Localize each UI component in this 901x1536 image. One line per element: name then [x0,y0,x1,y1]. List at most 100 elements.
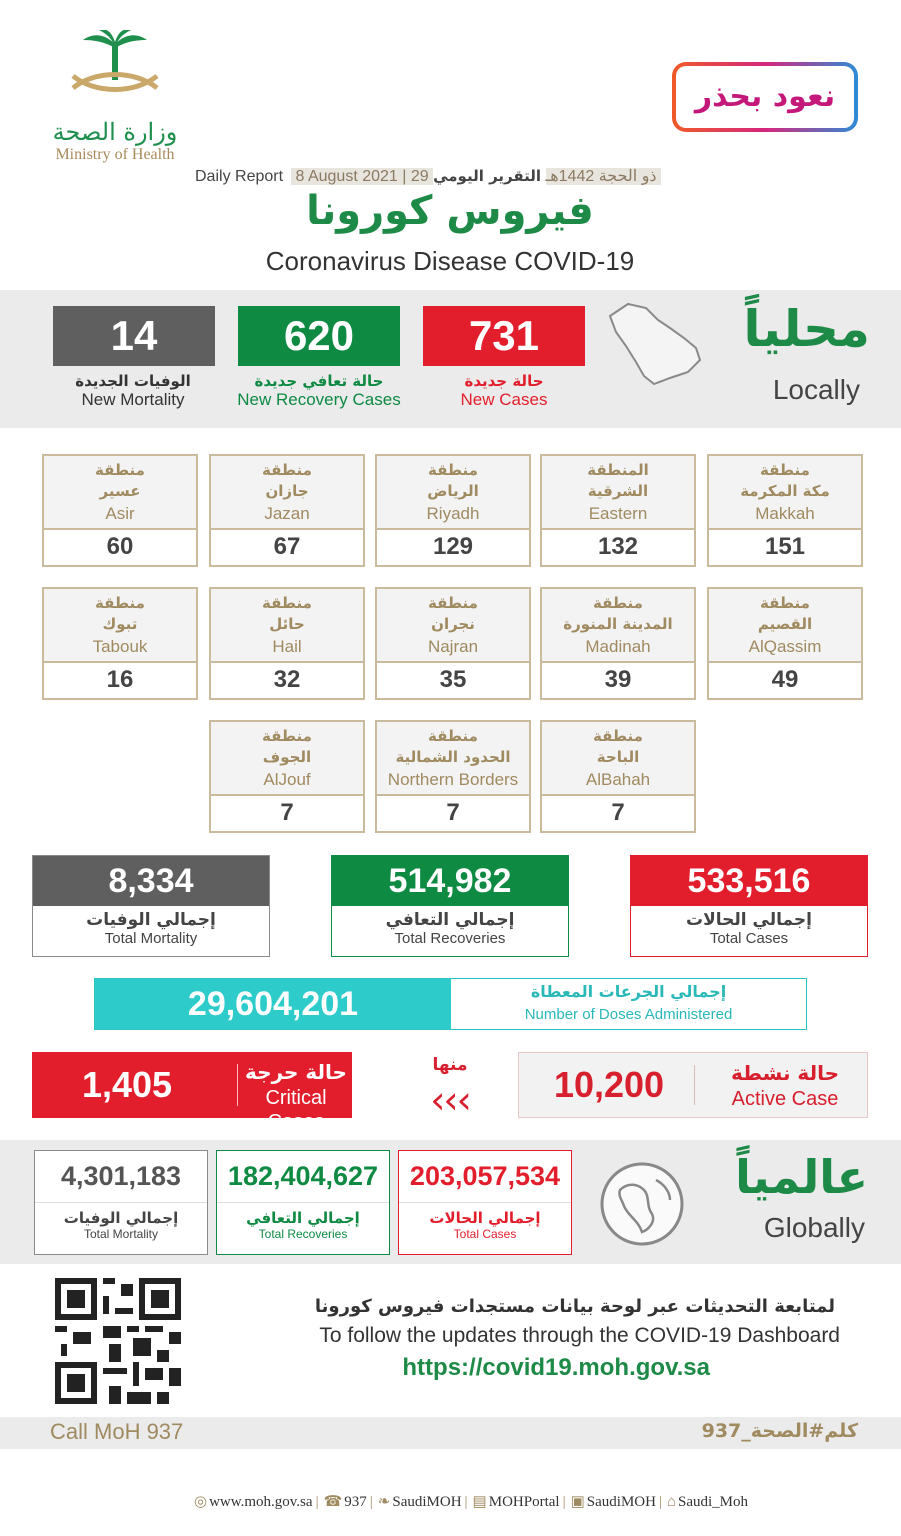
doses-label-en: Number of Doses Administered [524,1006,733,1023]
daily-report-ar: التقرير اليومي [433,167,542,185]
region-cases-value: 39 [604,666,632,693]
follow-text-en: To follow the updates through the COVID-… [319,1324,840,1347]
call-moh-en: Call MoH 937 [50,1419,184,1444]
region-name-en: Makkah [755,504,815,523]
region-name-en: AlJouf [263,770,311,789]
new-cases-value: 731 [423,306,585,366]
active-case-value: 10,200 [553,1064,665,1105]
global-recoveries-value: 182,404,627 [217,1151,389,1203]
region-name-en: Tabouk [92,637,148,656]
region-card: منطقة تبوك Tabouk 16 [42,587,198,700]
phone-icon: ☎ [323,1494,343,1510]
footer-separator: | [369,1494,373,1510]
region-name-en: Eastern [588,504,648,523]
doses-value: 29,604,201 [95,979,451,1029]
palm-swords-icon [71,29,159,92]
region-name-ar: الرياض [427,482,479,500]
region-card: المنطقة الشرقية Eastern 132 [540,454,696,567]
region-cases-value: 151 [764,533,806,560]
region-name-ar: جازان [265,482,309,500]
region-card: منطقة المدينة المنورة Madinah 39 [540,587,696,700]
region-card: منطقة مكة المكرمة Makkah 151 [707,454,863,567]
region-prefix: منطقة [262,461,312,479]
region-header: منطقة عسير Asir [44,456,196,530]
global-recoveries-label-en: Total Recoveries [258,1227,348,1241]
arrows-left-icon: ‹‹‹ [430,1078,472,1122]
new-mortality-value: 14 [53,306,215,366]
active-case-label-ar: حالة نشطة [731,1061,839,1085]
doses-label-ar: إجمالي الجرعات المعطاة [530,982,727,1001]
total-recoveries-card: 514,982 إجمالي التعافي Total Recoveries [331,855,569,957]
region-header: منطقة نجران Najran [377,589,529,663]
region-cases-value: 16 [106,666,134,693]
active-case-label: حالة نشطة Active Case [701,1059,869,1111]
region-card: منطقة الحدود الشمالية Northern Borders 7 [375,720,531,833]
footer-link[interactable]: MOHPortal [488,1494,560,1510]
region-card: منطقة القصيم AlQassim 49 [707,587,863,700]
footer-separator: | [464,1494,468,1510]
total-cases-label-ar: إجمالي الحالات [686,910,812,930]
footer-link[interactable]: SaudiMOH [392,1494,462,1510]
global-cases-label-ar: إجمالي الحالات [429,1209,541,1227]
footer-link[interactable]: 937 [344,1494,367,1510]
region-card: منطقة عسير Asir 60 [42,454,198,567]
region-header: منطقة جازان Jazan [211,456,363,530]
footer-link[interactable]: www.moh.gov.sa [209,1494,313,1510]
critical-cases-label-en: Critical Cases [265,1087,327,1133]
global-recoveries-card: 182,404,627 إجمالي التعافي Total Recover… [216,1150,390,1255]
region-name-en: Riyadh [426,504,480,523]
daily-report-line: Daily Report 8 August 2021 | 29 ذو الحجة… [195,166,725,190]
moh-name-en: Ministry of Health [55,146,175,163]
total-cases-value: 533,516 [631,856,867,906]
region-name-ar: مكة المكرمة [740,482,830,500]
total-mortality-label-ar: إجمالي الوفيات [86,910,216,930]
footer-links: ◎ www.moh.gov.sa | ☎ 937 | ❧ SaudiMOH | ▤ MOHPorta… [120,1492,820,1511]
follow-text-ar: لمتابعة التحديثات عبر لوحة بيانات مستجدا… [314,1296,835,1317]
footer-separator: | [658,1494,662,1510]
region-header: المنطقة الشرقية Eastern [542,456,694,530]
new-recovery-label-ar: حالة تعافي جديدة [254,372,384,390]
region-prefix: منطقة [95,594,145,612]
region-cases-value: 132 [597,533,639,560]
region-header: منطقة الباحة AlBahah [542,722,694,796]
new-mortality-label-en: New Mortality [81,390,185,409]
active-case-card: 10,200 حالة نشطة Active Case [518,1052,868,1118]
region-name-ar: الجوف [262,748,312,766]
region-header: منطقة الرياض Riyadh [377,456,529,530]
global-cases-card: 203,057,534 إجمالي الحالات Total Cases [398,1150,572,1255]
active-case-label-en: Active Case [731,1088,839,1110]
doses-label: إجمالي الجرعات المعطاة Number of Doses A… [451,979,806,1029]
snapchat-icon: ⌂ [666,1494,676,1510]
footer-link[interactable]: Saudi_Moh [677,1494,748,1510]
global-cases-value: 203,057,534 [399,1151,571,1203]
region-name-ar: تبوك [102,615,138,633]
campaign-logo: نعود بحذر [672,62,858,132]
region-name-en: Asir [105,504,135,523]
region-card: منطقة جازان Jazan 67 [209,454,365,567]
region-prefix: منطقة [428,594,478,612]
region-header: منطقة مكة المكرمة Makkah [709,456,861,530]
region-prefix: منطقة [760,461,810,479]
footer-link[interactable]: SaudiMOH [586,1494,656,1510]
region-prefix: منطقة [262,727,312,745]
region-prefix: منطقة [593,594,643,612]
moh-name-ar: وزارة الصحة [52,118,178,146]
dashboard-link[interactable]: https://covid19.moh.gov.sa [402,1354,710,1381]
call-bar [0,1417,901,1449]
divider [694,1065,695,1105]
region-header: منطقة تبوك Tabouk [44,589,196,663]
region-header: منطقة الحدود الشمالية Northern Borders [377,722,529,796]
region-header: منطقة الجوف AlJouf [211,722,363,796]
region-name-en: Jazan [264,504,310,523]
of-which-label: منها [432,1055,468,1075]
locally-title-en: Locally [772,374,860,405]
region-name-ar: الحدود الشمالية [395,748,511,766]
region-name-en: AlQassim [748,637,822,656]
total-mortality-label-en: Total Mortality [104,930,198,947]
critical-cases-card: 1,405 حالة حرجة Critical Cases [32,1052,352,1133]
qr-code-icon[interactable] [55,1278,181,1404]
daily-report-en: Daily Report [195,168,284,185]
region-header: منطقة حائل Hail [211,589,363,663]
title-en: Coronavirus Disease COVID-19 [265,246,635,276]
region-card: منطقة الباحة AlBahah 7 [540,720,696,833]
